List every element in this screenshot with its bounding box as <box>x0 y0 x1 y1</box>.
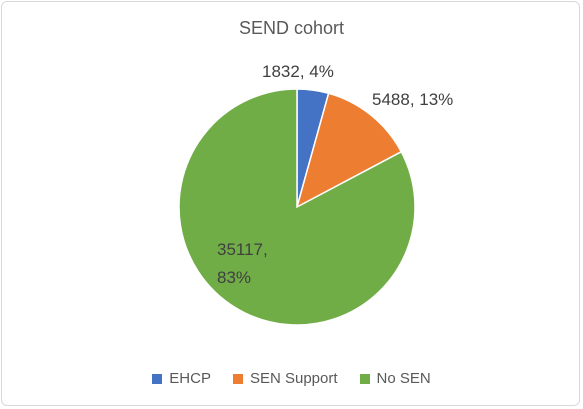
legend-label: No SEN <box>376 370 431 387</box>
legend-item: No SEN <box>359 370 431 387</box>
data-label: 35117, 83% <box>217 240 268 287</box>
legend: EHCP SEN Support No SEN <box>0 370 583 387</box>
legend-label: EHCP <box>169 370 211 387</box>
legend-item: SEN Support <box>232 370 338 387</box>
pie-slice <box>178 88 416 326</box>
chart-title: SEND cohort <box>238 18 345 38</box>
pie-slice <box>295 92 403 209</box>
legend-label: SEN Support <box>249 370 338 387</box>
data-label: 5488, 13% <box>372 90 454 109</box>
legend-swatch <box>152 373 163 384</box>
legend-swatch <box>359 373 370 384</box>
legend-item: EHCP <box>152 370 211 387</box>
data-label: 1832, 4% <box>262 62 334 81</box>
legend-swatch <box>232 373 243 384</box>
